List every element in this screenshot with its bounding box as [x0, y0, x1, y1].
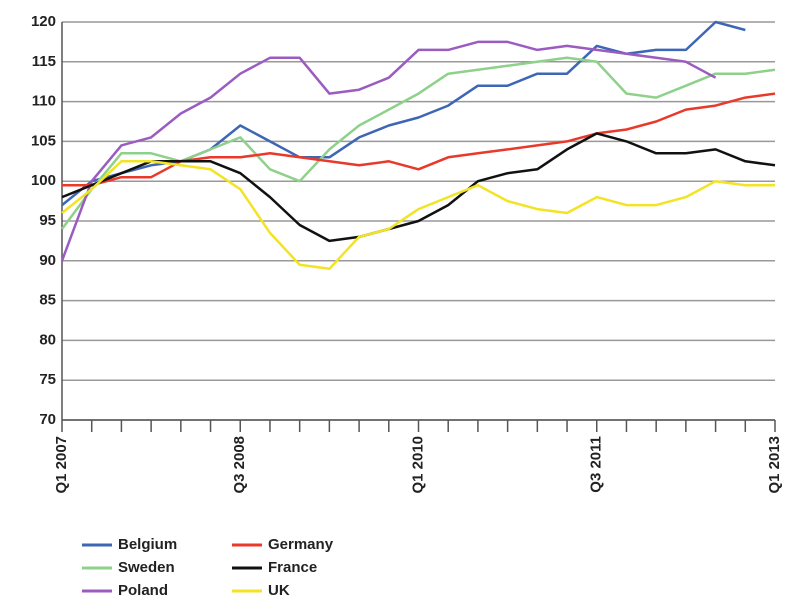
y-tick-label: 90	[39, 252, 56, 269]
legend-label: France	[268, 559, 317, 576]
legend-label: Sweden	[118, 559, 175, 576]
y-tick-label: 75	[39, 371, 56, 388]
y-tick-label: 85	[39, 292, 56, 309]
y-tick-label: 115	[32, 53, 56, 70]
legend-label: UK	[268, 582, 290, 599]
y-tick-label: 70	[39, 411, 56, 428]
y-tick-label: 120	[31, 13, 56, 30]
x-tick-label: Q1 2010	[409, 436, 426, 494]
x-tick-label: Q3 2011	[588, 436, 605, 493]
y-tick-label: 100	[31, 172, 56, 189]
legend-label: Belgium	[118, 536, 177, 553]
x-tick-label: Q1 2013	[766, 436, 783, 494]
y-tick-label: 110	[32, 93, 56, 110]
legend-label: Germany	[268, 536, 334, 553]
series-line	[60, 40, 717, 262]
legend-label: Poland	[118, 582, 168, 599]
series-line	[62, 92, 776, 187]
y-tick-label: 80	[39, 331, 56, 348]
y-tick-label: 105	[31, 132, 56, 149]
series-line	[60, 56, 776, 230]
x-tick-label: Q1 2007	[53, 436, 70, 494]
series-line	[61, 160, 775, 271]
series-line	[61, 20, 746, 207]
series-line	[61, 132, 776, 243]
x-tick-label: Q3 2008	[231, 436, 248, 494]
y-tick-label: 95	[39, 212, 56, 229]
